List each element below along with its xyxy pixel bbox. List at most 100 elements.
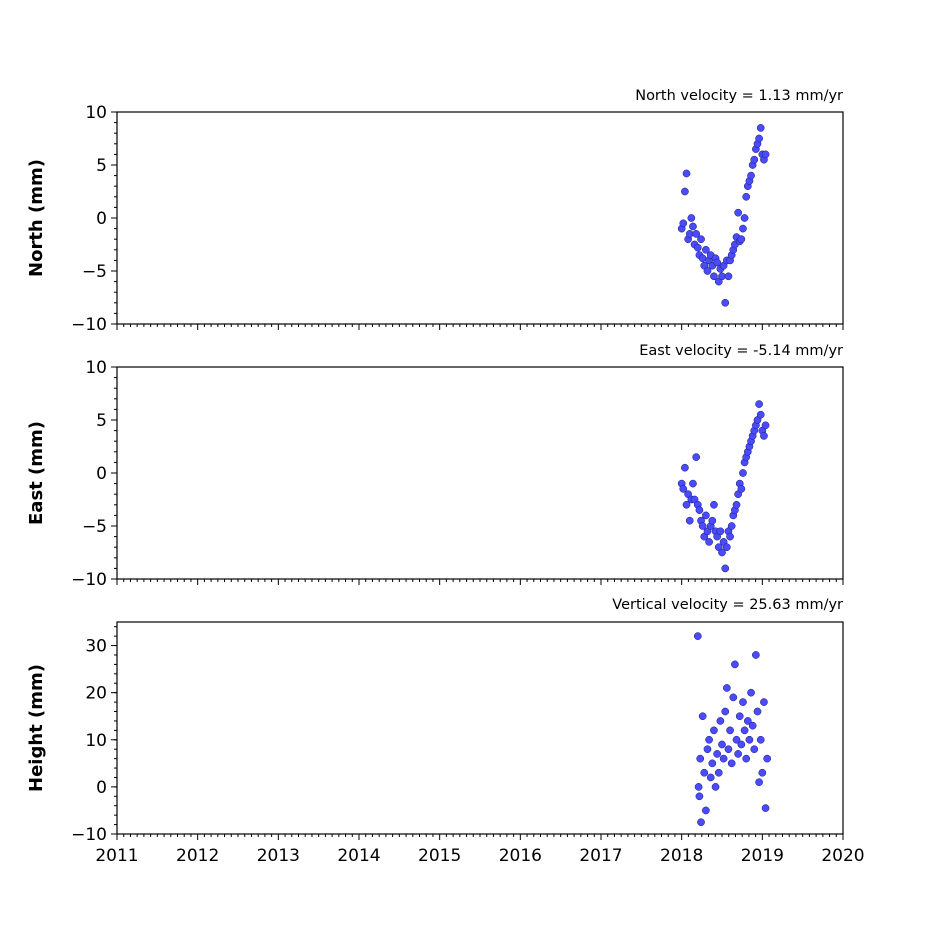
east-data-point — [710, 500, 718, 509]
height-data-point — [753, 707, 762, 716]
north-data-point — [739, 224, 747, 233]
height-y-ticks: −10 0 10 20 30 — [71, 626, 117, 845]
east-panel: East velocity = -5.14 mm/yr East (mm) −1… — [26, 343, 844, 590]
height-data-point — [734, 750, 742, 758]
north-data-point — [742, 192, 751, 201]
east-data-point — [681, 463, 689, 472]
east-data-point — [737, 485, 746, 493]
height-data-point — [731, 660, 739, 669]
height-x-tick-label: 2018 — [660, 846, 703, 866]
east-data-point — [702, 511, 710, 520]
height-y-tick-label: −10 — [71, 825, 107, 845]
height-data-point — [700, 768, 709, 777]
height-x-tick-label: 2017 — [579, 846, 622, 866]
height-data-point — [740, 726, 749, 735]
north-data-point — [755, 134, 763, 143]
north-data-point — [687, 214, 696, 222]
height-y-axis-label: Height (mm) — [26, 664, 47, 792]
north-data-point — [713, 258, 722, 267]
east-y-tick-label: 5 — [96, 411, 107, 431]
east-y-tick-label: 0 — [96, 464, 107, 484]
height-data-point — [763, 754, 772, 763]
east-data-point — [689, 479, 697, 488]
height-data-point — [761, 804, 770, 812]
height-data-point — [702, 806, 710, 815]
north-data-point — [761, 150, 770, 159]
north-data-point — [693, 243, 702, 252]
north-data-points — [677, 124, 770, 307]
height-x-tick-label: 2015 — [418, 846, 461, 866]
height-y-tick-label: 20 — [85, 684, 107, 704]
east-data-point — [679, 485, 688, 493]
east-y-ticks: −10 −5 0 5 10 — [71, 358, 117, 590]
east-data-point — [721, 564, 730, 573]
height-x-tick-label: 2012 — [176, 846, 219, 866]
north-y-axis-label: North (mm) — [26, 159, 47, 277]
north-data-point — [734, 208, 742, 217]
north-y-tick-label: −10 — [71, 315, 107, 335]
height-data-point — [719, 754, 728, 763]
north-data-point — [679, 219, 688, 228]
north-y-ticks: −10 −5 0 5 10 — [71, 103, 117, 335]
north-y-tick-label: 0 — [96, 209, 107, 229]
height-data-point — [743, 717, 752, 725]
east-data-point — [718, 548, 726, 557]
east-data-point — [705, 538, 713, 546]
east-data-point — [726, 532, 734, 541]
height-x-tick-label: 2011 — [95, 846, 138, 866]
height-data-point — [721, 707, 730, 716]
east-data-point — [722, 543, 731, 552]
height-data-point — [693, 632, 702, 640]
height-data-point — [705, 735, 713, 744]
height-data-point — [747, 688, 755, 697]
north-data-point — [698, 254, 707, 263]
height-data-point — [696, 754, 705, 763]
height-data-point — [724, 745, 733, 754]
north-data-point — [710, 272, 718, 281]
height-data-point — [695, 792, 704, 801]
north-data-point — [685, 230, 694, 238]
height-data-point — [718, 740, 726, 749]
east-data-point — [760, 432, 768, 440]
east-data-point — [695, 506, 704, 514]
height-data-point — [755, 778, 763, 787]
east-data-point — [756, 410, 765, 419]
height-x-tick-label: 2016 — [499, 846, 542, 866]
height-x-tick-label: 2013 — [257, 846, 300, 866]
east-y-tick-label: −5 — [82, 517, 107, 537]
north-x-ticks — [116, 324, 844, 330]
east-data-point — [708, 516, 717, 525]
height-data-point — [750, 745, 759, 754]
north-data-point — [724, 272, 733, 281]
height-data-point — [729, 693, 738, 702]
height-data-point — [742, 754, 751, 763]
east-data-point — [727, 522, 736, 530]
north-data-point — [737, 235, 746, 244]
height-x-tick-label: 2019 — [741, 846, 784, 866]
north-data-point — [702, 245, 710, 254]
north-data-point — [681, 187, 689, 196]
height-data-point — [716, 717, 725, 725]
north-data-point — [718, 272, 726, 281]
east-data-point — [698, 522, 707, 530]
height-data-point — [748, 721, 757, 730]
north-panel-title: North velocity = 1.13 mm/yr — [635, 88, 843, 104]
height-data-point — [706, 773, 715, 782]
north-data-point — [740, 214, 749, 222]
height-plot-frame — [116, 621, 844, 835]
height-panel: Vertical velocity = 25.63 mm/yr Height (… — [26, 597, 865, 866]
height-data-point — [745, 735, 754, 744]
north-y-tick-label: 5 — [96, 156, 107, 176]
north-data-point — [689, 222, 697, 231]
north-data-point — [721, 298, 730, 307]
height-data-point — [739, 698, 747, 706]
east-data-point — [716, 527, 725, 536]
height-y-tick-label: 30 — [85, 637, 107, 657]
height-data-point — [760, 698, 768, 706]
height-data-point — [710, 726, 718, 735]
east-data-point — [685, 516, 694, 525]
north-data-point — [682, 169, 691, 178]
east-data-point — [692, 453, 701, 461]
height-data-point — [714, 768, 723, 777]
